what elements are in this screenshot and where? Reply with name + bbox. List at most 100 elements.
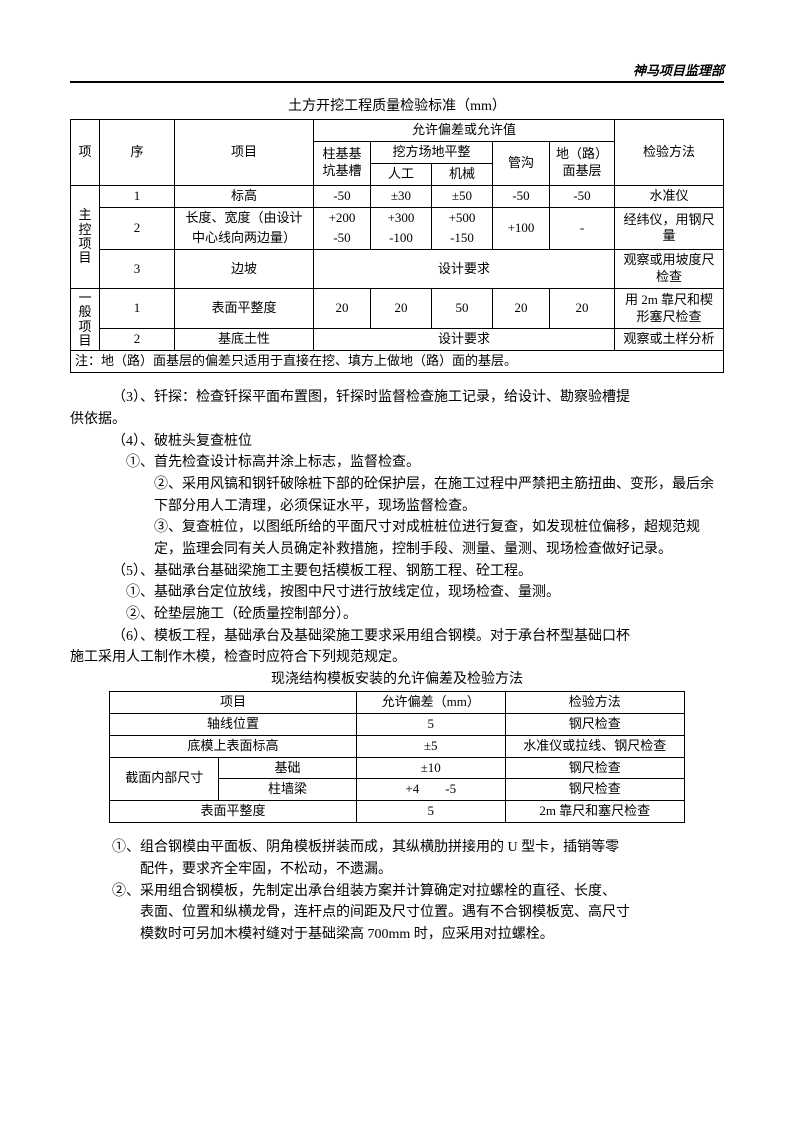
cell: 3	[100, 250, 175, 289]
table2-title: 现浇结构模板安装的允许偏差及检验方法	[70, 669, 724, 691]
table-note: 注：地（路）面基层的偏差只适用于直接在挖、填方上做地（路）面的基层。	[71, 351, 724, 373]
cell: 钢尺检查	[505, 713, 684, 735]
para: 模数时可另加木模衬缝对于基础梁高 700mm 时，应采用对拉螺栓。	[70, 924, 724, 946]
table-row: 2 基底土性 设计要求 观察或土样分析	[71, 328, 724, 350]
table-row: 截面内部尺寸 基础 ±10 钢尺检查	[110, 757, 685, 779]
cell: 20	[550, 289, 615, 329]
th-dilumian: 地（路）面基层	[550, 141, 615, 185]
cell: 钢尺检查	[505, 757, 684, 779]
table-row: 项目 允许偏差（mm） 检验方法	[110, 691, 685, 713]
cell: 5	[356, 801, 505, 823]
cell: 水准仪	[615, 185, 724, 207]
th-jixie: 机械	[432, 163, 493, 185]
cell: 基底土性	[175, 328, 314, 350]
cell: -	[550, 207, 615, 250]
zhukong-label: 主控项目	[71, 185, 100, 288]
table1-title: 土方开挖工程质量检验标准（mm）	[70, 95, 724, 115]
para: ②、砼垫层施工（砼质量控制部分）。	[70, 604, 724, 626]
cell: 边坡	[175, 250, 314, 289]
para: ①、基础承台定位放线，按图中尺寸进行放线定位，现场检查、量测。	[70, 582, 724, 604]
cell: 表面平整度	[110, 801, 357, 823]
para: ②、采用组合钢模板，先制定出承台组装方案并计算确定对拉螺栓的直径、长度、	[70, 881, 724, 903]
para: 表面、位置和纵横龙骨，连杆点的间距及尺寸位置。遇有不合钢模板宽、高尺寸	[70, 902, 724, 924]
cell: 标高	[175, 185, 314, 207]
cell: -50	[550, 185, 615, 207]
table-formwork: 项目 允许偏差（mm） 检验方法 轴线位置 5 钢尺检查 底模上表面标高 ±5 …	[109, 691, 685, 823]
cell: 50	[432, 289, 493, 329]
cell: 表面平整度	[175, 289, 314, 329]
yiban-label: 一般项目	[71, 289, 100, 351]
cell: 经纬仪，用钢尺量	[615, 207, 724, 250]
cell: 用 2m 靠尺和楔形塞尺检查	[615, 289, 724, 329]
cell: -100	[371, 228, 432, 249]
cell: -150	[432, 228, 493, 249]
cell: ±50	[432, 185, 493, 207]
cell: 20	[371, 289, 432, 329]
para: （3）、钎探：检查钎探平面布置图，钎探时监督检查施工记录，给设计、勘察验槽提	[70, 387, 724, 409]
para: （5）、基础承台基础梁施工主要包括模板工程、钢筋工程、砼工程。	[70, 561, 724, 583]
cell: 水准仪或拉线、钢尺检查	[505, 735, 684, 757]
table-note-row: 注：地（路）面基层的偏差只适用于直接在挖、填方上做地（路）面的基层。	[71, 351, 724, 373]
para: （4）、破桩头复查桩位	[70, 431, 724, 453]
para: 配件，要求齐全牢固，不松动，不遗漏。	[70, 859, 724, 881]
cell: +300	[371, 207, 432, 228]
cell: 观察或土样分析	[615, 328, 724, 350]
page-header: 神马项目监理部	[70, 60, 724, 83]
table-row: 底模上表面标高 ±5 水准仪或拉线、钢尺检查	[110, 735, 685, 757]
th-xiangmu: 项目	[175, 120, 314, 186]
cell: 中心线向两边量）	[175, 228, 314, 249]
cell: +4 -5	[356, 779, 505, 801]
cell: +500	[432, 207, 493, 228]
th: 项目	[110, 691, 357, 713]
table-row: 轴线位置 5 钢尺检查	[110, 713, 685, 735]
table-quality-standard: 项 序 项目 允许偏差或允许值 检验方法 柱基基坑基槽 挖方场地平整 管沟 地（…	[70, 119, 724, 373]
th-zhuji: 柱基基坑基槽	[314, 141, 371, 185]
cell: +200	[314, 207, 371, 228]
th-guangou: 管沟	[493, 141, 550, 185]
cell: 截面内部尺寸	[110, 757, 219, 801]
th-wafang: 挖方场地平整	[371, 141, 493, 163]
cell: ±30	[371, 185, 432, 207]
table-row: 3 边坡 设计要求 观察或用坡度尺检查	[71, 250, 724, 289]
cell: 设计要求	[314, 250, 615, 289]
th-xiang: 项	[71, 120, 100, 186]
cell: 5	[356, 713, 505, 735]
cell: 观察或用坡度尺检查	[615, 250, 724, 289]
cell: 20	[314, 289, 371, 329]
cell: 设计要求	[314, 328, 615, 350]
th-method: 检验方法	[615, 120, 724, 186]
th: 允许偏差（mm）	[356, 691, 505, 713]
cell: 底模上表面标高	[110, 735, 357, 757]
para: 施工采用人工制作木模，检查时应符合下列规范规定。	[70, 647, 724, 669]
cell: 柱墙梁	[219, 779, 357, 801]
th-rengong: 人工	[371, 163, 432, 185]
cell: 20	[493, 289, 550, 329]
cell: 2m 靠尺和塞尺检查	[505, 801, 684, 823]
cell: ±5	[356, 735, 505, 757]
para: ①、组合钢模由平面板、阴角模板拼装而成，其纵横肋拼接用的 U 型卡，插销等零	[70, 837, 724, 859]
para: ②、采用风镐和钢钎破除桩下部的砼保护层，在施工过程中严禁把主筋扭曲、变形，最后余…	[70, 474, 724, 517]
th-xu: 序	[100, 120, 175, 186]
cell: 1	[100, 185, 175, 207]
para: ①、首先检查设计标高并涂上标志，监督检查。	[70, 452, 724, 474]
cell: 2	[100, 328, 175, 350]
para: （6）、模板工程，基础承台及基础梁施工要求采用组合钢模。对于承台杯型基础口杯	[70, 626, 724, 648]
cell: 长度、宽度（由设计	[175, 207, 314, 228]
body-paragraphs: （3）、钎探：检查钎探平面布置图，钎探时监督检查施工记录，给设计、勘察验槽提 供…	[70, 387, 724, 691]
cell: 基础	[219, 757, 357, 779]
table-row: 表面平整度 5 2m 靠尺和塞尺检查	[110, 801, 685, 823]
th-tolerance: 允许偏差或允许值	[314, 120, 615, 142]
cell: -50	[314, 185, 371, 207]
th: 检验方法	[505, 691, 684, 713]
para: ③、复查桩位，以图纸所给的平面尺寸对成桩桩位进行复查，如发现桩位偏移，超规范规定…	[70, 517, 724, 560]
cell: 2	[100, 207, 175, 250]
cell: -50	[314, 228, 371, 249]
cell: 钢尺检查	[505, 779, 684, 801]
para: 供依据。	[70, 409, 724, 431]
bottom-paragraphs: ①、组合钢模由平面板、阴角模板拼装而成，其纵横肋拼接用的 U 型卡，插销等零 配…	[70, 837, 724, 945]
table-row: 2 长度、宽度（由设计 +200 +300 +500 +100 - 经纬仪，用钢…	[71, 207, 724, 228]
cell: ±10	[356, 757, 505, 779]
table-row: 一般项目 1 表面平整度 20 20 50 20 20 用 2m 靠尺和楔形塞尺…	[71, 289, 724, 329]
cell: -50	[493, 185, 550, 207]
table-row: 主控项目 1 标高 -50 ±30 ±50 -50 -50 水准仪	[71, 185, 724, 207]
